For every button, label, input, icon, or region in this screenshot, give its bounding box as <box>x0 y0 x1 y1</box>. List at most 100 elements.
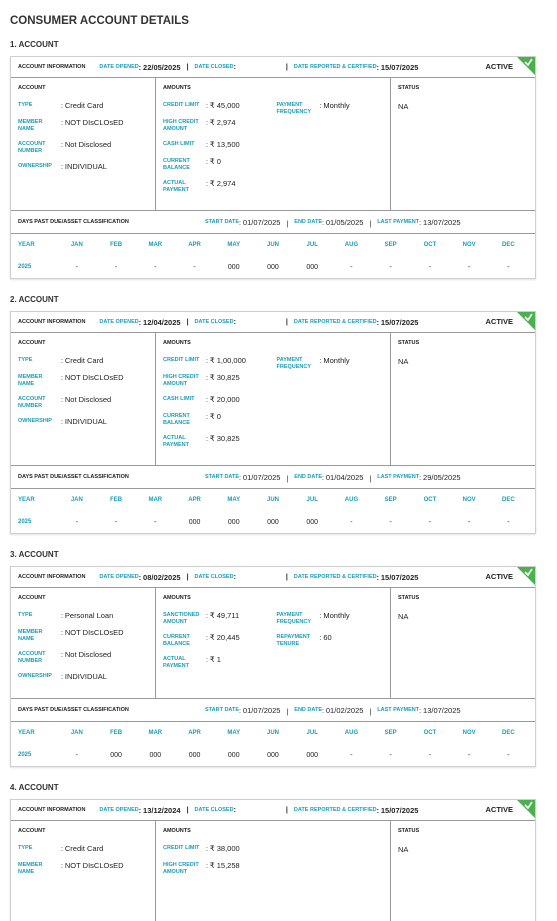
field-label: MEMBER NAME <box>18 862 43 875</box>
field-label: CURRENT BALANCE <box>163 413 190 426</box>
start-date-label: START DATE <box>205 707 240 713</box>
field-value: INDIVIDUAL <box>61 673 107 682</box>
separator <box>280 701 294 719</box>
reported-label: DATE REPORTED & CERTIFIED <box>293 574 377 580</box>
field-label: CREDIT LIMIT <box>163 357 200 363</box>
field-row: HIGH CREDIT AMOUNT ₹ 15,258 <box>163 862 277 876</box>
field-label: PAYMENT FREQUENCY <box>276 612 312 625</box>
field-row: CASH LIMIT ₹ 13,500 <box>163 141 277 150</box>
end-date-label: END DATE <box>294 474 322 480</box>
dpd-cell: - <box>467 751 471 759</box>
date-opened-label: DATE OPENED <box>99 64 139 70</box>
field-value: ₹ 20,445 <box>206 634 240 643</box>
month-header: NOV <box>462 242 476 248</box>
separator <box>181 807 195 814</box>
last-payment: 29/05/2025 <box>419 473 461 482</box>
status-badge: ACTIVE <box>485 317 513 326</box>
dpd-cell: - <box>428 518 432 526</box>
month-header: YEAR <box>18 242 35 248</box>
dpd-cell: 000 <box>306 263 319 271</box>
dpd-label: DAYS PAST DUE/ASSET CLASSIFICATION <box>18 707 129 713</box>
amounts-grid: CREDIT LIMIT ₹ 1,00,000 HIGH CREDIT AMOUNT… <box>163 357 390 457</box>
dpd-cell: 000 <box>227 263 240 271</box>
status-column: STATUS NA <box>391 821 535 921</box>
month-header: AUG <box>344 497 359 503</box>
month-header: MAR <box>148 242 163 248</box>
last-payment-label: LAST PAYMENT <box>377 474 420 480</box>
reported-label: DATE REPORTED & CERTIFIED <box>293 319 377 325</box>
amounts-column: AMOUNTS CREDIT LIMIT ₹ 38,000 HIGH CREDIT A… <box>156 821 391 921</box>
amounts-left: CREDIT LIMIT ₹ 38,000 HIGH CREDIT AMOUNT ₹ … <box>163 845 277 884</box>
colon <box>234 807 236 814</box>
dpd-table: YEAR JAN FEB MAR APR MAY JUN JUL AUG SEP OCT NOV DEC… <box>11 722 535 766</box>
field-row: PAYMENT FREQUENCY Monthly <box>277 612 391 626</box>
month-header: JUN <box>266 730 279 736</box>
field-value: Monthly <box>320 612 349 621</box>
month-header: YEAR <box>18 730 35 736</box>
field-row: CURRENT BALANCE ₹ 0 <box>163 158 277 172</box>
month-header: NOV <box>462 497 476 503</box>
year-cell: 2025 <box>18 752 32 758</box>
start-date-label: START DATE <box>205 219 240 225</box>
account-heading: 4. ACCOUNT <box>10 783 59 792</box>
field-row: SANCTIONED AMOUNT ₹ 49,711 <box>163 612 277 626</box>
start-date: 01/07/2025 <box>239 473 281 482</box>
field-label: CREDIT LIMIT <box>163 845 200 851</box>
month-header: SEP <box>384 497 397 503</box>
field-label: ACCOUNT NUMBER <box>18 396 46 409</box>
field-row: TYPE Personal Loan <box>18 612 155 621</box>
amounts-right: PAYMENT FREQUENCY Monthly REPAYMENT TENURE… <box>277 612 391 678</box>
field-label: CASH LIMIT <box>163 141 195 147</box>
dpd-label: DAYS PAST DUE/ASSET CLASSIFICATION <box>18 219 129 225</box>
month-header: NOV <box>462 730 476 736</box>
date-opened-label: DATE OPENED <box>99 574 139 580</box>
field-value: ₹ 0 <box>206 413 221 422</box>
field-label: TYPE <box>18 845 33 851</box>
dpd-cell: 000 <box>267 518 279 526</box>
account-heading: 3. ACCOUNT <box>10 550 59 559</box>
field-label: MEMBER NAME <box>18 629 43 642</box>
field-row: CREDIT LIMIT ₹ 38,000 <box>163 845 277 854</box>
separator <box>280 468 294 486</box>
field-label: SANCTIONED AMOUNT <box>163 612 200 625</box>
month-header: MAY <box>227 242 241 248</box>
account-main: ACCOUNT TYPE Credit Card MEMBER NAME NOT DIs… <box>11 821 535 921</box>
end-date: 01/05/2025 <box>322 218 364 227</box>
month-header: APR <box>188 497 201 503</box>
field-row: MEMBER NAME NOT DIsCLOsED <box>18 119 155 133</box>
field-row: TYPE Credit Card <box>18 102 155 111</box>
status-value: NA <box>398 102 409 111</box>
field-value: Monthly <box>320 102 349 111</box>
status-label: STATUS <box>398 340 420 346</box>
field-row: ACCOUNT NUMBER Not Disclosed <box>18 651 155 665</box>
dpd-cell: - <box>389 518 392 526</box>
dpd-cell: - <box>350 518 353 526</box>
amounts-right: PAYMENT FREQUENCY Monthly <box>277 102 391 202</box>
account-info-row: ACCOUNT INFORMATION DATE OPENED12/04/2025… <box>11 312 535 333</box>
dpd-cell: 000 <box>149 751 162 759</box>
field-label: OWNERSHIP <box>18 163 52 169</box>
dpd-cell: 000 <box>227 518 240 526</box>
month-header: YEAR <box>18 497 35 503</box>
dpd-header: DAYS PAST DUE/ASSET CLASSIFICATION START … <box>11 211 535 234</box>
month-header: DEC <box>502 497 515 503</box>
field-row: CREDIT LIMIT ₹ 45,000 <box>163 102 277 111</box>
dpd-cell: 000 <box>267 751 279 759</box>
status-label: STATUS <box>398 595 420 601</box>
date-reported: 15/07/2025 <box>377 318 419 327</box>
field-label: OWNERSHIP <box>18 418 52 424</box>
field-value: 60 <box>320 634 331 643</box>
dpd-cell: 000 <box>227 751 240 759</box>
field-label: HIGH CREDIT AMOUNT <box>163 374 199 387</box>
separator <box>280 64 294 71</box>
field-value: ₹ 15,258 <box>206 862 240 871</box>
separator <box>363 701 377 719</box>
status-value: NA <box>398 845 409 854</box>
amounts-label: AMOUNTS <box>163 85 191 91</box>
month-header: JUN <box>266 497 279 503</box>
active-check <box>517 567 535 585</box>
field-row: CREDIT LIMIT ₹ 1,00,000 <box>163 357 277 366</box>
end-date-label: END DATE <box>294 219 322 225</box>
year-cell: 2025 <box>18 264 32 270</box>
